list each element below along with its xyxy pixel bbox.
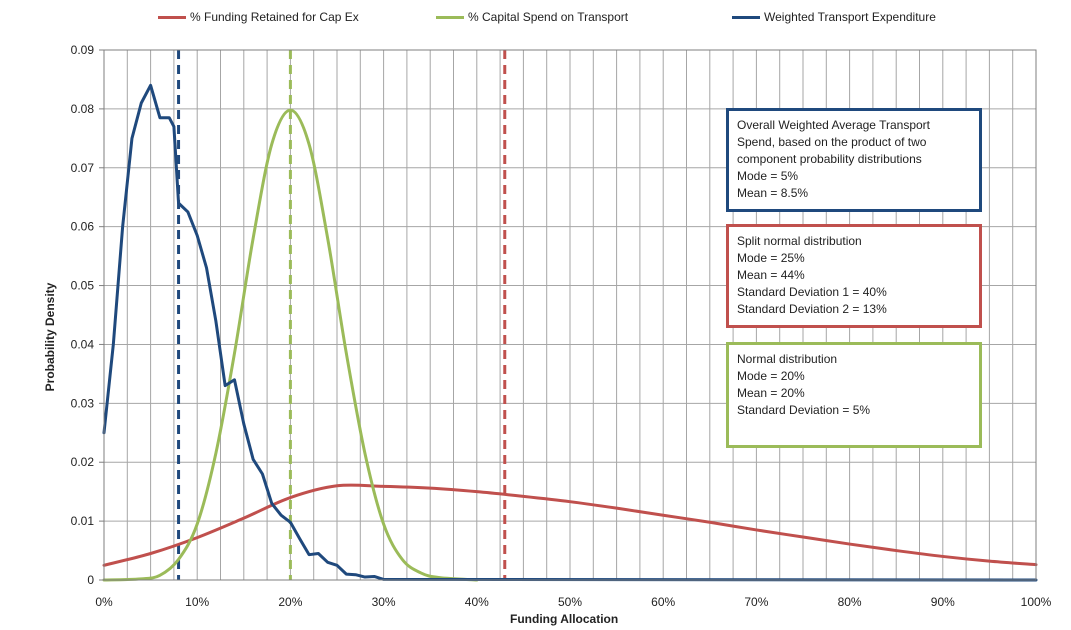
annotation-split-line-5: Standard Deviation 2 = 13% <box>737 302 887 316</box>
y-tick-label: 0.09 <box>71 43 95 57</box>
annotation-weighted-line-4: Mode = 5% <box>737 169 799 183</box>
legend-swatch-weighted <box>732 15 760 19</box>
legend-label-capital: % Capital Spend on Transport <box>468 10 629 24</box>
annotation-split-line-1: Split normal distribution <box>737 234 862 248</box>
annotation-weighted-line-3: component probability distributions <box>737 152 922 166</box>
y-tick-label: 0.08 <box>71 102 95 116</box>
series-line-funding-retained <box>102 483 1038 567</box>
annotation-weighted-line-1: Overall Weighted Average Transport <box>737 118 930 132</box>
annotation-split-line-2: Mode = 25% <box>737 251 805 265</box>
x-tick-label: 50% <box>558 595 582 609</box>
y-tick-label: 0.01 <box>71 514 95 528</box>
plot-area-border <box>103 49 1037 581</box>
x-tick-label: 100% <box>1021 595 1052 609</box>
reference-lines <box>177 50 507 580</box>
legend-item-capital: % Capital Spend on Transport <box>436 10 628 24</box>
y-tick-label: 0.03 <box>71 396 95 410</box>
annotation-normal-line-2: Mode = 20% <box>737 369 805 383</box>
legend-item-weighted: Weighted Transport Expenditure <box>732 10 936 24</box>
y-axis-title: Probability Density <box>43 282 57 392</box>
annotation-weighted: Overall Weighted Average Transport Spend… <box>726 108 982 212</box>
x-axis-title: Funding Allocation <box>510 612 619 626</box>
series-lines <box>102 83 1038 582</box>
annotation-split-line-4: Standard Deviation 1 = 40% <box>737 285 887 299</box>
annotation-normal: Normal distribution Mode = 20% Mean = 20… <box>726 342 982 448</box>
annotation-normal-line-1: Normal distribution <box>737 352 838 366</box>
legend-swatch-funding <box>158 15 186 19</box>
y-tick-label: 0.07 <box>71 161 95 175</box>
y-tick-label: 0.05 <box>71 279 95 293</box>
annotation-weighted-line-5: Mean = 8.5% <box>737 186 809 200</box>
y-tick-label: 0.06 <box>71 220 95 234</box>
y-tick-label: 0 <box>87 573 94 587</box>
legend: % Funding Retained for Cap Ex % Capital … <box>0 10 1071 30</box>
series-line-capital-spend <box>102 108 479 582</box>
x-tick-label: 60% <box>651 595 675 609</box>
legend-label-weighted: Weighted Transport Expenditure <box>764 10 936 24</box>
x-tick-label: 70% <box>744 595 768 609</box>
x-tick-label: 20% <box>278 595 302 609</box>
y-tick-label: 0.04 <box>71 337 95 351</box>
annotation-split-normal: Split normal distribution Mode = 25% Mea… <box>726 224 982 328</box>
y-tick-label: 0.02 <box>71 455 95 469</box>
annotation-split-line-3: Mean = 44% <box>737 268 805 282</box>
x-tick-label: 10% <box>185 595 209 609</box>
x-tick-label: 90% <box>931 595 955 609</box>
legend-label-funding: % Funding Retained for Cap Ex <box>190 10 359 24</box>
annotation-normal-line-4: Standard Deviation = 5% <box>737 403 871 417</box>
x-tick-label: 0% <box>95 595 113 609</box>
legend-swatch-capital <box>436 15 464 19</box>
annotation-normal-line-3: Mean = 20% <box>737 386 805 400</box>
x-tick-label: 80% <box>838 595 862 609</box>
legend-item-funding: % Funding Retained for Cap Ex <box>158 10 359 24</box>
x-tick-label: 30% <box>372 595 396 609</box>
axes: 0 0.01 0.02 0.03 0.04 0.05 0.06 0.07 0.08 0.09 0% 1… <box>71 43 1052 609</box>
series-line-weighted-expenditure <box>102 83 1038 582</box>
annotation-weighted-line-2: Spend, based on the product of two <box>737 135 927 149</box>
x-tick-label: 40% <box>465 595 489 609</box>
